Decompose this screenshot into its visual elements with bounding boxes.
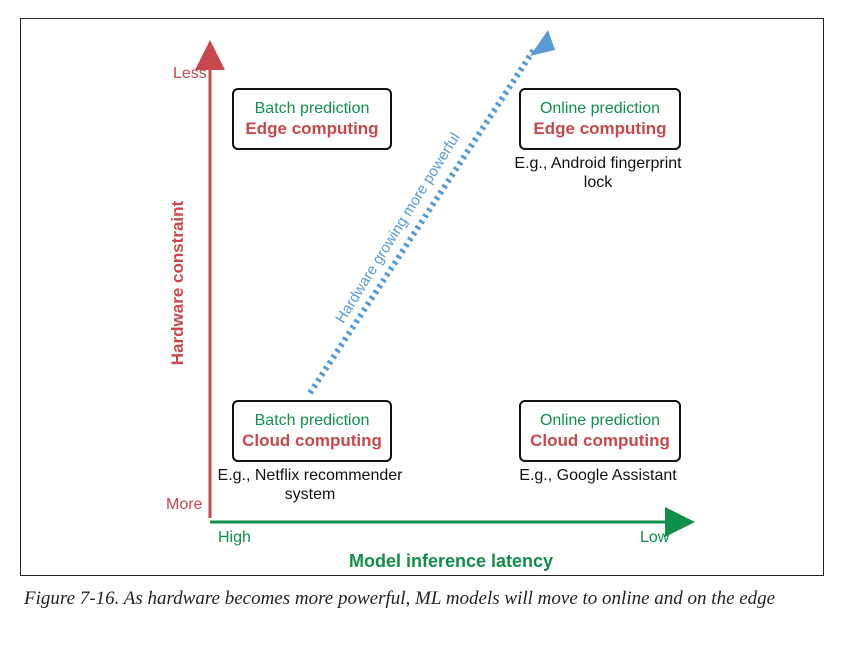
box-online-edge-line1: Online prediction: [539, 100, 661, 117]
box-online-cloud-line2: Cloud computing: [530, 431, 670, 450]
figure-caption: Figure 7-16. As hardware becomes more po…: [24, 588, 776, 609]
example-google-assistant: E.g., Google Assistant: [519, 466, 676, 485]
y-axis-top-label: Less: [173, 65, 207, 82]
box-batch-cloud: Batch prediction Cloud computing: [232, 400, 392, 462]
example-android-fingerprint: E.g., Android fingerprint lock: [514, 154, 681, 192]
box-batch-edge: Batch prediction Edge computing: [232, 88, 392, 150]
y-axis-bottom-label: More: [166, 496, 203, 513]
hardware-diagonal-arrow: [307, 46, 538, 395]
box-online-edge-line2: Edge computing: [533, 119, 667, 138]
example-android-line1: E.g., Android fingerprint: [514, 155, 682, 172]
box-batch-cloud-line2: Cloud computing: [242, 431, 382, 450]
x-axis-right-label: Low: [640, 529, 670, 546]
example-google-line1: E.g., Google Assistant: [519, 467, 677, 484]
box-batch-edge-line1: Batch prediction: [254, 100, 370, 117]
example-netflix-line2: system: [284, 486, 336, 503]
box-batch-edge-line2: Edge computing: [245, 119, 379, 138]
example-netflix-recommender: E.g., Netflix recommender system: [218, 466, 403, 504]
example-android-line2: lock: [583, 174, 613, 191]
box-online-edge: Online prediction Edge computing: [519, 88, 681, 150]
example-netflix-line1: E.g., Netflix recommender: [217, 467, 403, 484]
box-batch-cloud-line1: Batch prediction: [254, 412, 370, 429]
y-axis-title: Hardware constraint: [168, 200, 187, 366]
x-axis-title: Model inference latency: [348, 551, 554, 571]
figure-frame: [20, 18, 824, 576]
hardware-diagonal-arrowhead: [530, 30, 555, 56]
box-online-cloud-line1: Online prediction: [539, 412, 661, 429]
x-axis-left-label: High: [218, 529, 251, 546]
box-online-cloud: Online prediction Cloud computing: [519, 400, 681, 462]
